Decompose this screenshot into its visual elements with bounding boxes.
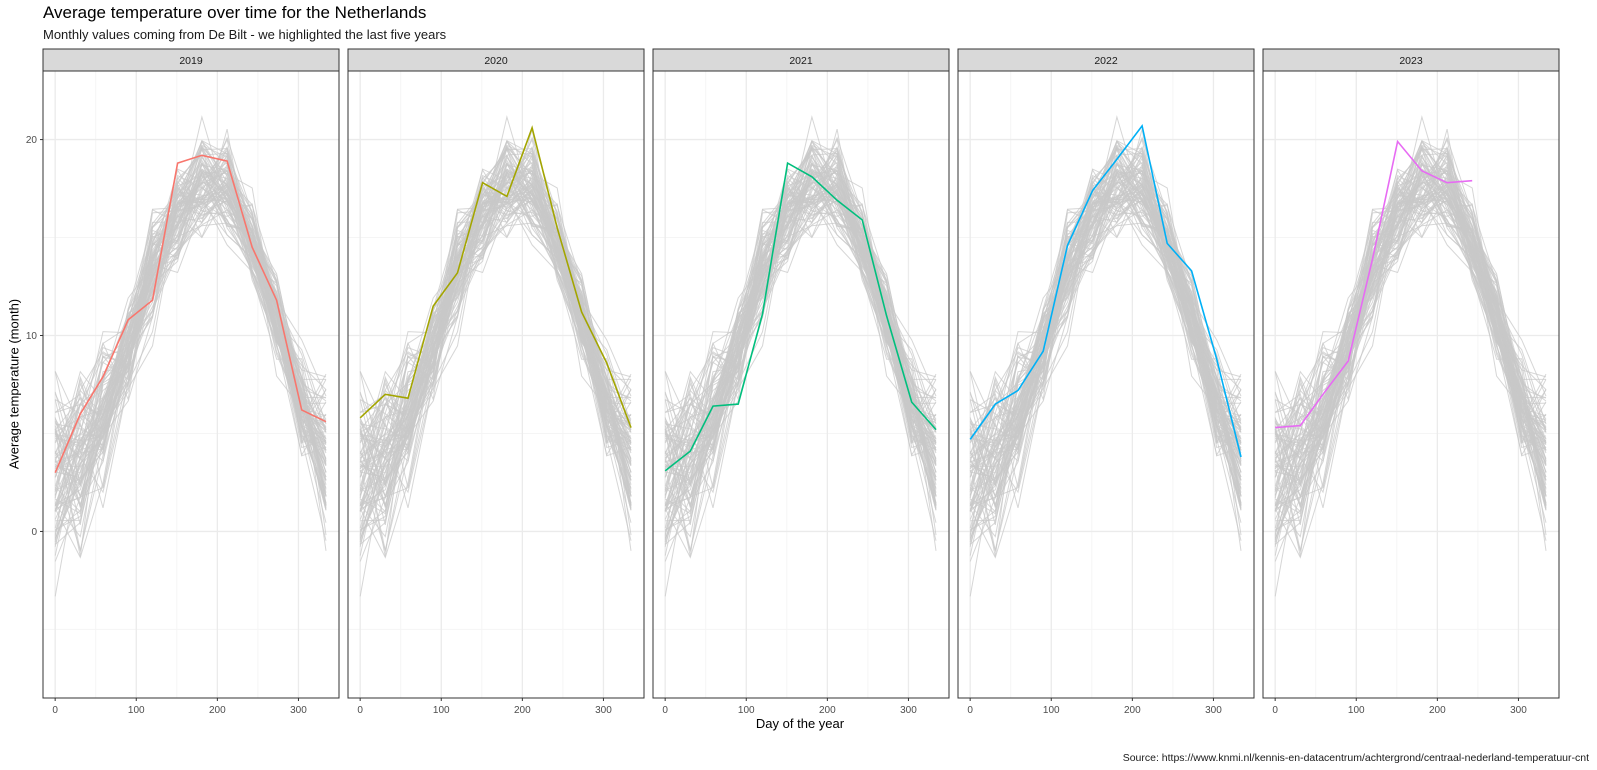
y-tick-label: 10	[26, 331, 38, 342]
x-tick-label: 300	[900, 705, 917, 716]
x-tick-label: 0	[52, 705, 58, 716]
x-tick-label: 100	[433, 705, 450, 716]
background-year-line	[664, 173, 937, 454]
x-tick-label: 0	[357, 705, 363, 716]
x-tick-label: 100	[1043, 705, 1060, 716]
x-tick-label: 100	[738, 705, 755, 716]
background-year-line	[359, 173, 632, 454]
x-tick-label: 300	[1510, 705, 1527, 716]
facet-strip-label: 2022	[1094, 55, 1118, 67]
facet-panel-2019: 2019 0 100 200 300 0 10 20	[26, 48, 340, 716]
source-caption: Source: https://www.knmi.nl/kennis-en-da…	[1122, 752, 1589, 764]
panel-border	[42, 70, 340, 699]
x-tick-label: 200	[514, 705, 531, 716]
facet-strip-label: 2023	[1399, 55, 1423, 67]
background-year-line	[1274, 144, 1547, 512]
chart-subtitle: Monthly values coming from De Bilt - we …	[43, 27, 447, 42]
highlight-line-2021	[664, 161, 937, 472]
facet-panel-2021: 2021 0 100 200 300	[652, 48, 950, 716]
x-tick-label: 300	[1205, 705, 1222, 716]
y-tick-label: 0	[31, 527, 37, 538]
background-year-line	[664, 170, 937, 487]
x-tick-label: 200	[1124, 705, 1141, 716]
facet-panel-2020: 2020 0 100 200 300	[347, 48, 645, 716]
background-year-line	[969, 173, 1242, 454]
background-year-line	[359, 170, 632, 487]
facet-panel-2022: 2022 0 100 200 300	[957, 48, 1255, 716]
x-tick-label: 200	[1429, 705, 1446, 716]
chart-title: Average temperature over time for the Ne…	[43, 3, 427, 22]
x-tick-label: 0	[1272, 705, 1278, 716]
facet-strip-label: 2019	[179, 55, 203, 67]
x-tick-label: 200	[209, 705, 226, 716]
facet-panel-2023: 2023 0 100 200 300	[1262, 48, 1560, 716]
x-tick-label: 300	[290, 705, 307, 716]
y-tick-label: 20	[26, 135, 38, 146]
panel-border	[957, 70, 1255, 699]
x-tick-label: 300	[595, 705, 612, 716]
x-tick-label: 100	[128, 705, 145, 716]
background-year-line	[969, 187, 1242, 515]
background-year-line	[969, 170, 1242, 487]
background-year-line	[1274, 173, 1547, 454]
background-year-line	[664, 144, 937, 512]
background-year-line	[969, 144, 1242, 512]
facet-strip-label: 2021	[789, 55, 813, 67]
x-tick-label: 0	[967, 705, 973, 716]
background-year-line	[1274, 187, 1547, 515]
panel-border	[1262, 70, 1560, 699]
x-axis-label: Day of the year	[755, 716, 845, 731]
panel-border	[652, 70, 950, 699]
background-year-line	[664, 187, 937, 515]
x-tick-label: 0	[662, 705, 668, 716]
x-tick-label: 100	[1348, 705, 1365, 716]
background-year-line	[54, 144, 327, 512]
highlight-line-2023	[1275, 139, 1473, 429]
highlight-line-2022	[969, 124, 1242, 458]
highlight-line-2020	[359, 125, 632, 428]
panel-border	[347, 70, 645, 699]
facet-strip-label: 2020	[484, 55, 508, 67]
background-year-line	[359, 144, 632, 512]
background-year-line	[54, 173, 327, 454]
highlight-line-2019	[54, 154, 327, 474]
background-year-line	[1274, 170, 1547, 487]
x-tick-label: 200	[819, 705, 836, 716]
